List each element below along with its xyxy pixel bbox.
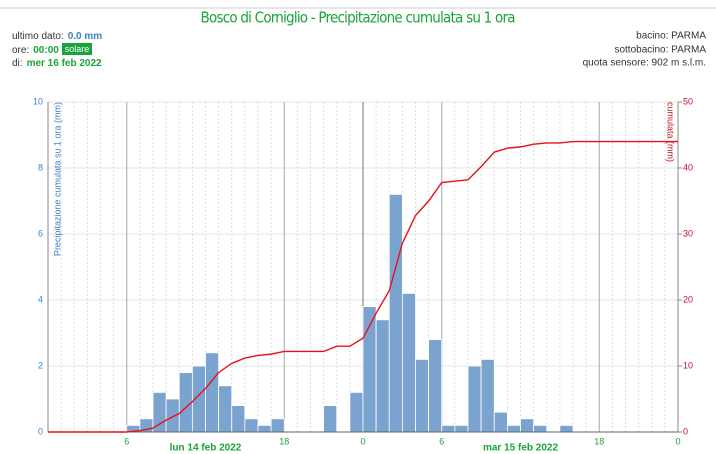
y2-tick-label: 10 [683,360,693,370]
bar [375,319,390,433]
bar [480,358,495,433]
value: 0.0 mm [68,31,103,42]
bar [401,292,416,433]
x-tick-label: 6 [439,436,444,446]
y2-tick-label: 0 [683,426,688,436]
y-axis-title: Precipitazione cumulata su 1 ora (mm) [52,102,62,256]
y2-tick-label: 30 [683,228,693,238]
bar [349,391,364,433]
bar [165,398,180,433]
subbasin: sottobacino: PARMA [614,45,706,56]
badge [62,43,92,55]
label: ore: [12,45,29,56]
y-tick-label: 4 [38,294,43,304]
basin: bacino: PARMA [636,31,706,42]
bar [178,372,193,433]
bar [441,424,456,433]
info-line: ore: 00:00 [12,45,59,56]
bar [218,385,233,433]
y2-tick-label: 20 [683,294,693,304]
info-line: ultimo dato: 0.0 mm [12,31,102,42]
date-label: lun 14 feb 2022 [170,443,242,454]
bar [428,339,443,433]
x-tick-label: 6 [124,436,129,446]
y-tick-label: 0 [38,426,43,436]
bar [467,365,482,433]
x-tick-label: 0 [360,436,365,446]
label: di: [12,58,23,69]
altitude: quota sensore: 902 m s.l.m. [583,58,706,69]
x-tick-label: 0 [675,436,680,446]
value: mer 16 feb 2022 [27,58,102,69]
line [48,140,678,433]
y-tick-label: 10 [33,96,43,106]
y2-tick-label: 50 [683,96,693,106]
x-tick-label: 18 [594,436,604,446]
bar [257,424,272,433]
bar [533,424,548,433]
x-tick-label: 18 [279,436,289,446]
bar [270,418,285,433]
label: ultimo dato: [12,31,64,42]
bar [454,424,469,433]
y2-axis-title: cumulata (mm) [666,102,676,162]
bar [388,193,403,433]
bar [559,424,574,433]
bar [493,411,508,433]
y-tick-label: 8 [38,162,43,172]
bar [231,405,246,433]
info-line: di: mer 16 feb 2022 [12,58,102,69]
y-tick-label: 6 [38,228,43,238]
value: 00:00 [33,45,59,56]
bar [415,358,430,433]
y-tick-label: 2 [38,360,43,370]
date-label: mar 15 feb 2022 [483,443,558,454]
badge-text: solare [65,44,90,54]
y2-tick-label: 40 [683,162,693,172]
bar [520,418,535,433]
chart-title: Bosco di Corniglio - Precipitazione cumu… [201,9,516,27]
bar [323,405,338,433]
bar [205,352,220,433]
bar [506,424,521,433]
bar [244,418,259,433]
